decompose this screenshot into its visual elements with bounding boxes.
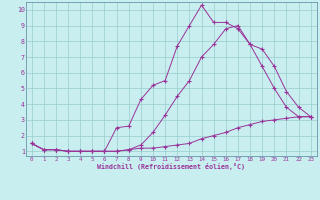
X-axis label: Windchill (Refroidissement éolien,°C): Windchill (Refroidissement éolien,°C) — [97, 163, 245, 170]
